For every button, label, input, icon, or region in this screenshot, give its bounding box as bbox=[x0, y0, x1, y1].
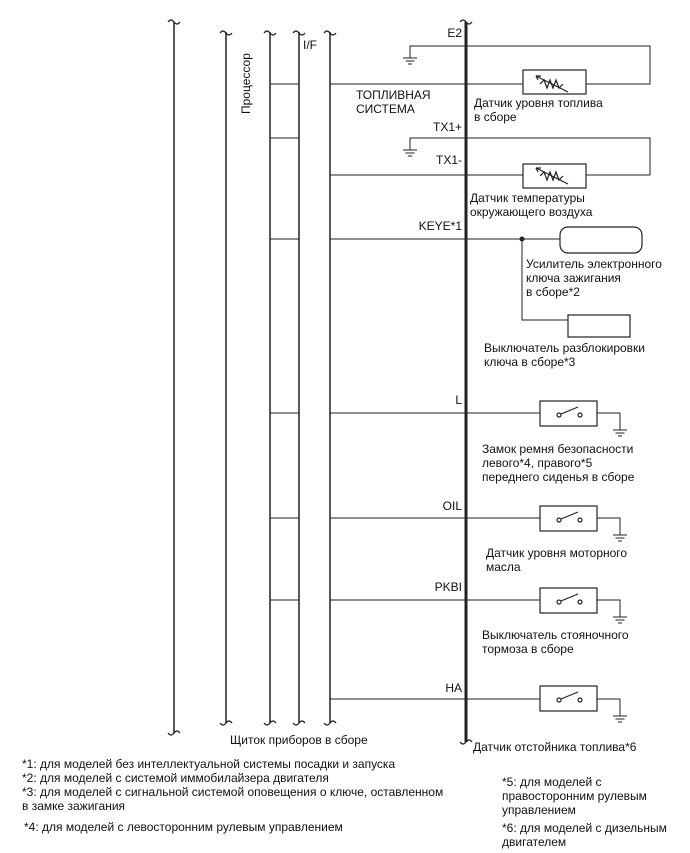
parking-switch-label: Выключатель стояночного тормоза в сборе bbox=[482, 628, 629, 656]
sedimenter-label: Датчик отстойника топлива*6 bbox=[473, 740, 637, 754]
variable-resistor-icon bbox=[522, 69, 587, 95]
fuel-system-label: ТОПЛИВНАЯ СИСТЕМА bbox=[356, 88, 431, 116]
temp-sensor-label: Датчик температуры окружающего воздуха bbox=[470, 191, 593, 219]
bus-lines bbox=[173, 22, 468, 742]
fuel-sender-label: Датчик уровня топлива в сборе bbox=[474, 96, 603, 124]
amplifier-label: Усилитель электронного ключа зажигания в… bbox=[526, 257, 662, 299]
switch-icon bbox=[539, 400, 598, 427]
pin-keye: KEYE*1 bbox=[418, 219, 462, 233]
switch-icon bbox=[539, 505, 598, 532]
oil-sensor-label: Датчик уровня моторного масла bbox=[486, 546, 628, 574]
junction-dot bbox=[519, 236, 525, 242]
break-marks bbox=[167, 19, 473, 745]
unlock-switch-label: Выключатель разблокировки ключа в сборе*… bbox=[484, 341, 645, 369]
note-5: *5: для моделей с правосторонним рулевым… bbox=[502, 775, 647, 817]
wires bbox=[330, 45, 651, 716]
note-6: *6: для моделей с дизельным двигателем bbox=[502, 821, 667, 849]
meter-label: Щиток приборов в сборе bbox=[230, 733, 368, 747]
pin-oil: OIL bbox=[442, 499, 462, 513]
switch-icon bbox=[539, 685, 598, 712]
if-label: I/F bbox=[303, 38, 317, 52]
processor-label: Процессор bbox=[239, 53, 253, 114]
note-3: *3: для моделей с сигнальной системой оп… bbox=[22, 785, 444, 813]
seatbelt-label: Замок ремня безопасности левого*4, право… bbox=[482, 442, 635, 484]
note-1: *1: для моделей без интеллектуальной сис… bbox=[22, 757, 396, 771]
pin-tx1-minus: TX1- bbox=[435, 153, 462, 167]
note-4: *4: для моделей с левосторонним рулевым … bbox=[24, 820, 343, 834]
ground-icons bbox=[403, 57, 627, 723]
internal-links bbox=[270, 83, 299, 601]
pin-ha: HA bbox=[445, 681, 462, 695]
pin-e2: E2 bbox=[447, 26, 462, 40]
switch-icon bbox=[539, 587, 598, 614]
pin-l: L bbox=[455, 393, 462, 407]
unlock-switch-box bbox=[567, 314, 631, 338]
pin-tx1-plus: TX1+ bbox=[432, 120, 462, 134]
note-2: *2: для моделей с системой иммобилайзера… bbox=[22, 771, 329, 785]
pin-pkbi: PKBI bbox=[434, 580, 462, 594]
variable-resistor-icon bbox=[522, 163, 587, 189]
amplifier-box bbox=[559, 226, 643, 254]
